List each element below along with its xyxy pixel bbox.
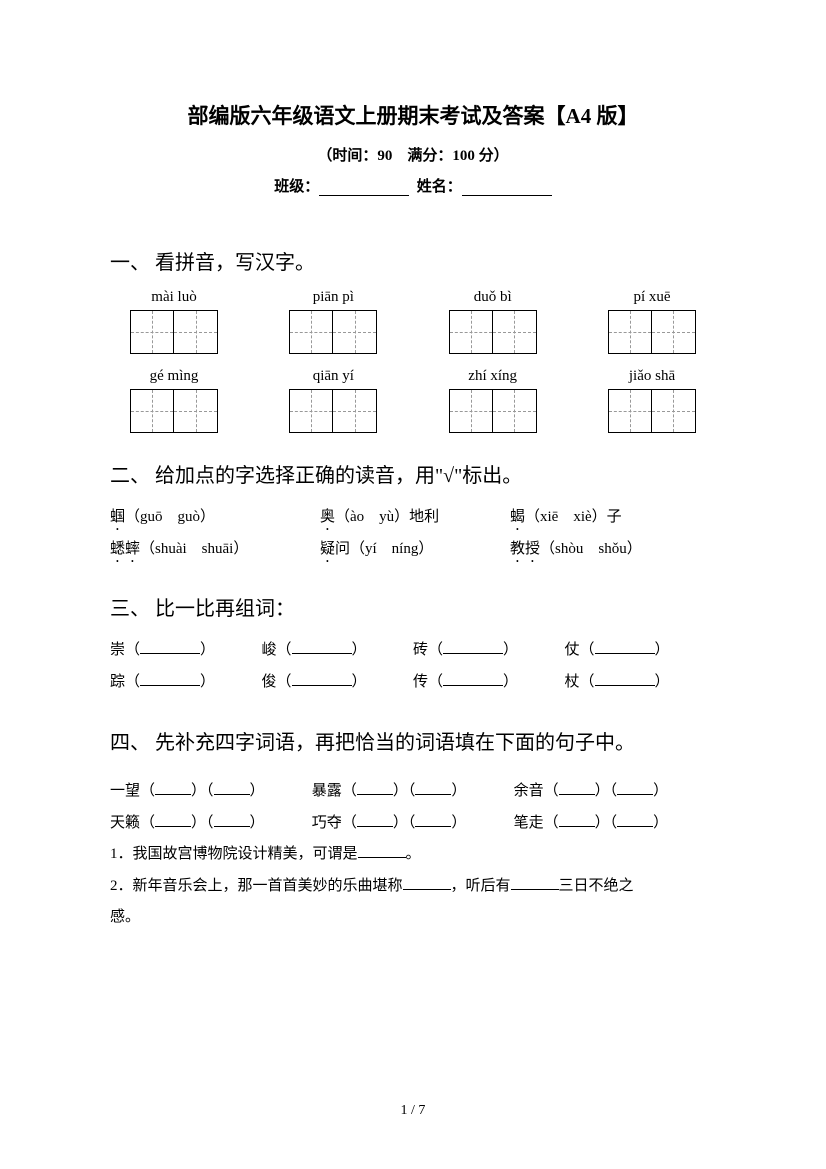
char-box-pair[interactable] xyxy=(592,310,712,354)
doc-title: 部编版六年级语文上册期末考试及答案【A4 版】 xyxy=(110,100,716,130)
q3-char: 仗 xyxy=(565,642,580,658)
q4-blank[interactable] xyxy=(617,812,653,827)
q4-sentence-1: 1．我国故宫博物院设计精美，可谓是 。 xyxy=(110,839,716,871)
q3-blank[interactable] xyxy=(443,639,503,654)
q3-char: 杖 xyxy=(565,674,580,690)
q4-word: 笔走 xyxy=(514,815,544,831)
q4-blank[interactable] xyxy=(511,875,559,890)
pinyin-label: qiān yí xyxy=(273,368,393,385)
info-line: 班级： 姓名： xyxy=(110,175,716,196)
q3-blank[interactable] xyxy=(595,671,655,686)
q4-blank[interactable] xyxy=(415,780,451,795)
pinyin-row-1: mài luò piān pì duǒ bì pí xuē xyxy=(110,289,716,306)
q4-word: 一望 xyxy=(110,783,140,799)
char-box-pair[interactable] xyxy=(433,310,553,354)
q4-s2b: ，听后有 xyxy=(451,878,511,894)
q4-word: 天籁 xyxy=(110,815,140,831)
q2-opts[interactable]: （guō guò） xyxy=(125,509,215,525)
q4-heading: 四、 先补充四字词语，再把恰当的词语填在下面的句子中。 xyxy=(110,724,716,762)
q2-row: 蟋蟀（shuài shuāi） 疑问（yí níng） 教授（shòu shǒu… xyxy=(110,534,716,566)
q2-opts[interactable]: （shòu shǒu） xyxy=(540,541,642,557)
char-box-pair[interactable] xyxy=(114,389,234,433)
pinyin-row-2: gé mìng qiān yí zhí xíng jiǎo shā xyxy=(110,368,716,385)
char-box-pair[interactable] xyxy=(273,310,393,354)
q4-blank[interactable] xyxy=(357,812,393,827)
q4-blank[interactable] xyxy=(559,780,595,795)
pinyin-label: jiǎo shā xyxy=(592,368,712,385)
q4-blank[interactable] xyxy=(214,812,250,827)
q3-char: 崇 xyxy=(110,642,125,658)
q3-blank[interactable] xyxy=(140,639,200,654)
q4-word: 巧夺 xyxy=(312,815,342,831)
pinyin-label: mài luò xyxy=(114,289,234,306)
class-label: 班级： xyxy=(274,179,319,195)
pinyin-label: zhí xíng xyxy=(433,368,553,385)
page-number: 1 / 7 xyxy=(0,1103,826,1119)
q2-char: 奥 xyxy=(320,509,335,525)
q2-opts[interactable]: （shuài shuāi） xyxy=(140,541,248,557)
q2-char: 蝈 xyxy=(110,509,125,525)
char-box-pair[interactable] xyxy=(592,389,712,433)
q3-char: 踪 xyxy=(110,674,125,690)
q2-heading: 二、 给加点的字选择正确的读音，用"√"标出。 xyxy=(110,459,716,488)
q3-blank[interactable] xyxy=(292,671,352,686)
q4-row: 一望（）（） 暴露（）（） 余音（）（） xyxy=(110,776,716,808)
q4-s1-text: 1．我国故宫博物院设计精美，可谓是 xyxy=(110,846,358,862)
q3-char: 砖 xyxy=(413,642,428,658)
q2-opts[interactable]: （xiē xiè）子 xyxy=(525,509,622,525)
q4-s2c: 三日不绝之 xyxy=(559,878,634,894)
class-blank[interactable] xyxy=(319,180,409,196)
q3-blank[interactable] xyxy=(443,671,503,686)
box-row-1 xyxy=(110,310,716,354)
name-label: 姓名： xyxy=(417,179,462,195)
q2-char: 蝎 xyxy=(510,509,525,525)
q4-blank[interactable] xyxy=(357,780,393,795)
q3-row: 崇（） 峻（） 砖（） 仗（） xyxy=(110,635,716,667)
pinyin-label: pí xuē xyxy=(592,289,712,306)
q4-blank[interactable] xyxy=(415,812,451,827)
q3-blank[interactable] xyxy=(140,671,200,686)
q4-blank[interactable] xyxy=(617,780,653,795)
q4-blank[interactable] xyxy=(559,812,595,827)
q4-word: 暴露 xyxy=(312,783,342,799)
q4-s1-end: 。 xyxy=(406,846,421,862)
q4-word: 余音 xyxy=(514,783,544,799)
char-box-pair[interactable] xyxy=(273,389,393,433)
q4-blank[interactable] xyxy=(155,812,191,827)
q4-blank[interactable] xyxy=(358,843,406,858)
q2-opts[interactable]: （ào yù）地利 xyxy=(335,509,439,525)
q3-row: 踪（） 俊（） 传（） 杖（） xyxy=(110,667,716,699)
q2-char: 教授 xyxy=(510,541,540,557)
q1-heading: 一、 看拼音，写汉字。 xyxy=(110,246,716,275)
doc-subtitle: （时间：90 满分：100 分） xyxy=(110,144,716,165)
q3-char: 传 xyxy=(413,674,428,690)
q2-char: 疑 xyxy=(320,541,335,557)
box-row-2 xyxy=(110,389,716,433)
q4-sentence-2: 2．新年音乐会上，那一首首美妙的乐曲堪称 ，听后有 三日不绝之 xyxy=(110,871,716,903)
q4-blank[interactable] xyxy=(155,780,191,795)
q4-blank[interactable] xyxy=(214,780,250,795)
q2-opts[interactable]: 问（yí níng） xyxy=(335,541,433,557)
q2-char: 蟋蟀 xyxy=(110,541,140,557)
q3-char: 峻 xyxy=(262,642,277,658)
q4-s2a: 2．新年音乐会上，那一首首美妙的乐曲堪称 xyxy=(110,878,403,894)
char-box-pair[interactable] xyxy=(433,389,553,433)
q3-blank[interactable] xyxy=(292,639,352,654)
q4-sentence-2-cont: 感。 xyxy=(110,902,716,934)
q2-row: 蝈（guō guò） 奥（ào yù）地利 蝎（xiē xiè）子 xyxy=(110,502,716,534)
pinyin-label: gé mìng xyxy=(114,368,234,385)
q3-char: 俊 xyxy=(262,674,277,690)
q4-row: 天籁（）（） 巧夺（）（） 笔走（）（） xyxy=(110,808,716,840)
q3-heading: 三、 比一比再组词： xyxy=(110,592,716,621)
char-box-pair[interactable] xyxy=(114,310,234,354)
pinyin-label: duǒ bì xyxy=(433,289,553,306)
q4-s2d: 感。 xyxy=(110,909,140,925)
pinyin-label: piān pì xyxy=(273,289,393,306)
q4-blank[interactable] xyxy=(403,875,451,890)
name-blank[interactable] xyxy=(462,180,552,196)
q3-blank[interactable] xyxy=(595,639,655,654)
